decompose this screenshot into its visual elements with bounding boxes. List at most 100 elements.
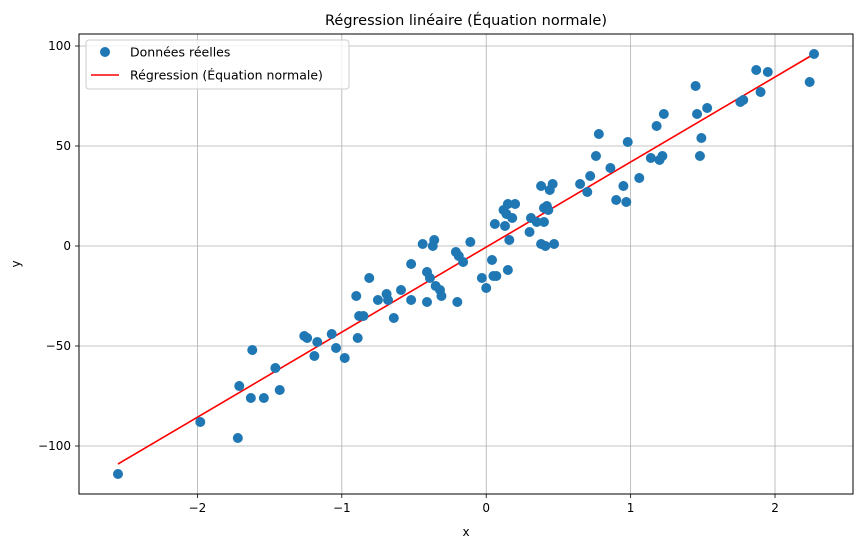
legend-box bbox=[85, 39, 350, 90]
plot-frame bbox=[78, 33, 854, 495]
data-point bbox=[339, 353, 350, 363]
data-point bbox=[611, 195, 622, 205]
y-tick-label: −50 bbox=[46, 339, 71, 353]
data-point bbox=[547, 179, 558, 189]
data-point bbox=[593, 129, 604, 139]
data-point bbox=[582, 187, 593, 197]
data-point bbox=[692, 109, 703, 119]
y-axis-title: y bbox=[9, 260, 23, 267]
y-tick-label: 50 bbox=[56, 139, 71, 153]
data-point bbox=[585, 171, 596, 181]
data-point bbox=[232, 433, 243, 443]
data-point bbox=[634, 173, 645, 183]
data-point bbox=[694, 151, 705, 161]
data-point bbox=[751, 65, 762, 75]
axis-ticks: −2 −1 0 1 2 −100 −50 0 50 100 bbox=[38, 39, 779, 515]
data-point bbox=[388, 313, 399, 323]
data-point bbox=[804, 77, 815, 87]
legend-label-line: Régression (Équation normale) bbox=[130, 68, 323, 83]
data-point bbox=[489, 219, 500, 229]
data-point bbox=[605, 163, 616, 173]
data-point bbox=[352, 333, 363, 343]
data-point bbox=[476, 273, 487, 283]
data-point bbox=[429, 235, 440, 245]
data-point bbox=[245, 393, 256, 403]
data-point bbox=[270, 363, 281, 373]
data-point bbox=[458, 257, 469, 267]
data-point bbox=[406, 295, 417, 305]
data-point bbox=[621, 197, 632, 207]
y-tick-label: −100 bbox=[38, 439, 71, 453]
data-point bbox=[491, 271, 502, 281]
data-point bbox=[510, 199, 521, 209]
legend-label-scatter: Données réelles bbox=[130, 45, 230, 60]
data-point bbox=[465, 237, 476, 247]
data-point bbox=[326, 329, 337, 339]
data-point bbox=[575, 179, 586, 189]
data-point bbox=[549, 239, 560, 249]
data-point bbox=[383, 295, 394, 305]
data-point bbox=[502, 265, 513, 275]
legend: Données réelles Régression (Équation nor… bbox=[85, 39, 350, 90]
data-point bbox=[274, 385, 285, 395]
data-point bbox=[618, 181, 629, 191]
data-point bbox=[358, 311, 369, 321]
data-point bbox=[436, 291, 447, 301]
data-point bbox=[590, 151, 601, 161]
data-point bbox=[302, 333, 313, 343]
data-point bbox=[309, 351, 320, 361]
data-point bbox=[195, 417, 206, 427]
legend-scatter-marker bbox=[100, 47, 110, 57]
grid bbox=[79, 34, 853, 494]
data-point bbox=[762, 67, 773, 77]
data-point bbox=[417, 239, 428, 249]
data-point bbox=[499, 221, 510, 231]
data-point bbox=[651, 121, 662, 131]
data-point bbox=[372, 295, 383, 305]
y-tick-label: 0 bbox=[63, 239, 71, 253]
data-point bbox=[540, 241, 551, 251]
data-point bbox=[406, 259, 417, 269]
data-point bbox=[258, 393, 269, 403]
data-point bbox=[738, 95, 749, 105]
data-point bbox=[658, 109, 669, 119]
data-point bbox=[396, 285, 407, 295]
data-point bbox=[351, 291, 362, 301]
x-tick-label: 0 bbox=[482, 501, 490, 515]
x-tick-label: 2 bbox=[771, 501, 779, 515]
data-point bbox=[234, 381, 245, 391]
data-point bbox=[481, 283, 492, 293]
data-point bbox=[502, 199, 513, 209]
x-tick-label: −2 bbox=[189, 501, 207, 515]
data-point bbox=[657, 151, 668, 161]
data-point bbox=[622, 137, 633, 147]
chart-title: Régression linéaire (Équation normale) bbox=[325, 12, 607, 29]
data-point bbox=[247, 345, 258, 355]
data-point bbox=[531, 217, 542, 227]
data-point bbox=[543, 205, 554, 215]
y-tick-label: 100 bbox=[48, 39, 71, 53]
data-point bbox=[524, 227, 535, 237]
data-point bbox=[696, 133, 707, 143]
data-point bbox=[690, 81, 701, 91]
data-point bbox=[755, 87, 766, 97]
data-point bbox=[702, 103, 713, 113]
data-point bbox=[422, 297, 433, 307]
data-point bbox=[809, 49, 820, 59]
x-tick-label: −1 bbox=[333, 501, 351, 515]
data-point bbox=[424, 273, 435, 283]
data-point bbox=[507, 213, 518, 223]
data-point bbox=[112, 469, 123, 479]
scatter-points bbox=[112, 49, 820, 479]
x-axis-title: x bbox=[462, 525, 469, 539]
data-point bbox=[452, 297, 463, 307]
data-point bbox=[364, 273, 375, 283]
data-point bbox=[312, 337, 323, 347]
data-point bbox=[536, 181, 547, 191]
data-point bbox=[645, 153, 656, 163]
data-point bbox=[538, 217, 549, 227]
data-point bbox=[486, 255, 497, 265]
x-tick-label: 1 bbox=[627, 501, 635, 515]
data-point bbox=[331, 343, 342, 353]
